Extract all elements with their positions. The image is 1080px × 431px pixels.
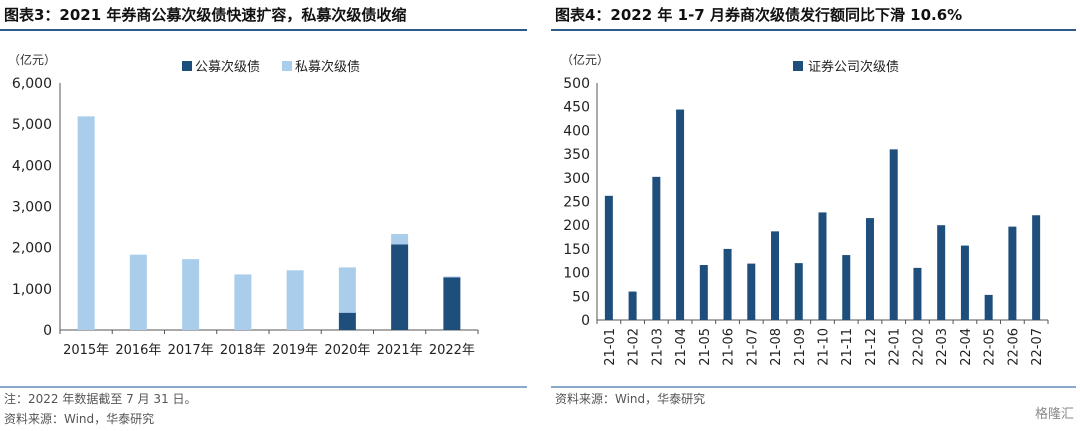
x-tick-label: 22-04 <box>959 328 974 366</box>
x-tick-label: 21-01 <box>603 328 618 366</box>
bar-public <box>391 244 409 330</box>
x-tick-label: 21-03 <box>650 328 665 366</box>
chart-panel-3: 图表3：2021 年券商公募次级债快速扩容，私募次级债收缩 （亿元） 0 1,000… <box>0 0 527 431</box>
chart-title: 图表3：2021 年券商公募次级债快速扩容，私募次级债收缩 <box>4 6 407 24</box>
watermark-logo: 格隆汇 <box>1034 407 1074 422</box>
x-tick-label: 22-03 <box>935 328 950 366</box>
x-tick-label: 2017年 <box>168 343 214 358</box>
bar-month <box>747 263 756 320</box>
title-rule <box>551 29 1076 31</box>
y-tick-label: 0 <box>581 313 590 329</box>
bar-private <box>443 276 461 278</box>
title-rule <box>0 29 527 31</box>
y-tick-label: 100 <box>563 266 590 282</box>
y-tick-label: 200 <box>563 218 590 234</box>
legend-label: 私募次级债 <box>295 59 360 75</box>
bar-chart: （亿元） 0 50 100 150 200 250 300 350 400 450 500 21-01 2… <box>561 52 1049 366</box>
bar-month <box>842 255 851 320</box>
x-tick-label: 21-04 <box>674 328 689 366</box>
y-tick-label: 0 <box>43 323 52 339</box>
bar-month <box>771 231 780 320</box>
y-tick-label: 300 <box>563 171 590 187</box>
unit-label: （亿元） <box>561 52 609 67</box>
y-tick-label: 500 <box>563 76 590 92</box>
bar-month <box>676 109 685 320</box>
x-tick-label: 21-09 <box>793 328 808 366</box>
bar-public <box>443 277 461 330</box>
bar-month <box>937 225 946 320</box>
x-tick-label: 22-07 <box>1030 328 1045 366</box>
y-tick-label: 250 <box>563 195 590 211</box>
bar-month <box>818 212 827 320</box>
bar-month <box>960 245 969 320</box>
x-tick-label: 22-02 <box>911 328 926 366</box>
bar-private <box>77 116 95 330</box>
x-tick-label: 2020年 <box>324 343 370 358</box>
x-tick-label: 21-12 <box>864 328 879 366</box>
bar-month <box>913 267 922 320</box>
x-tick-label: 2018年 <box>220 343 266 358</box>
x-tick-label: 21-06 <box>722 328 737 366</box>
y-tick-label: 2,000 <box>12 241 52 257</box>
y-tick-label: 4,000 <box>12 158 52 174</box>
x-tick-label: 21-05 <box>698 328 713 366</box>
chart-title: 图表4：2022 年 1-7 月券商次级债发行额同比下滑 10.6% <box>555 6 963 24</box>
y-tick-label: 400 <box>563 123 590 139</box>
y-tick-label: 350 <box>563 147 590 163</box>
y-tick-label: 3,000 <box>12 200 52 216</box>
bar-month <box>889 149 898 320</box>
chart-note: 注：2022 年数据截至 7 月 31 日。 <box>4 392 197 406</box>
x-tick-label: 2021年 <box>377 343 423 358</box>
bar-private <box>234 274 252 330</box>
x-tick-label: 2022年 <box>429 343 475 358</box>
chart-panel-4: 图表4：2022 年 1-7 月券商次级债发行额同比下滑 10.6% （亿元） 0… <box>551 0 1080 431</box>
x-tick-label: 2019年 <box>272 343 318 358</box>
legend-swatch <box>182 61 192 71</box>
legend-swatch <box>793 61 803 71</box>
x-tick-label: 2015年 <box>63 343 109 358</box>
legend-swatch <box>282 61 292 71</box>
chart-source: 资料来源：Wind，华泰研究 <box>4 412 155 426</box>
y-tick-label: 1,000 <box>12 282 52 298</box>
bar-month <box>865 218 874 320</box>
bar-month <box>628 291 637 320</box>
y-tick-label: 450 <box>563 100 590 116</box>
footer-rule <box>551 386 1076 388</box>
bar-month <box>652 176 661 320</box>
y-tick-label: 5,000 <box>12 117 52 133</box>
bar-public <box>338 312 356 330</box>
bar-month <box>1032 215 1041 320</box>
bar-month <box>604 195 613 320</box>
bar-private <box>338 267 356 313</box>
x-tick-label: 21-07 <box>745 328 760 366</box>
y-tick-label: 50 <box>572 289 590 305</box>
bar-month <box>794 263 803 320</box>
bar-private <box>182 259 200 330</box>
legend-label: 公募次级债 <box>195 59 260 75</box>
x-tick-label: 22-05 <box>983 328 998 366</box>
unit-label: （亿元） <box>8 52 56 67</box>
stacked-bar-chart: （亿元） 0 1,000 2,000 3,000 4,000 5,000 6,000 2015年… <box>8 52 479 358</box>
x-tick-label: 21-02 <box>627 328 642 366</box>
x-tick-label: 21-11 <box>840 328 855 366</box>
bar-month <box>723 248 732 320</box>
bar-month <box>1008 226 1017 320</box>
bar-private <box>391 234 409 245</box>
legend-label: 证券公司次级债 <box>808 59 899 75</box>
x-tick-label: 22-06 <box>1006 328 1021 366</box>
bar-private <box>129 254 147 330</box>
bar-month <box>984 294 993 320</box>
y-tick-label: 150 <box>563 242 590 258</box>
x-tick-label: 22-01 <box>888 328 903 366</box>
x-tick-label: 21-10 <box>817 328 832 366</box>
bar-month <box>699 265 708 320</box>
x-tick-label: 2016年 <box>115 343 161 358</box>
footer-rule <box>0 386 527 388</box>
chart-source: 资料来源：Wind，华泰研究 <box>555 392 706 406</box>
x-tick-label: 21-08 <box>769 328 784 366</box>
y-tick-label: 6,000 <box>12 76 52 92</box>
bar-private <box>286 270 304 330</box>
